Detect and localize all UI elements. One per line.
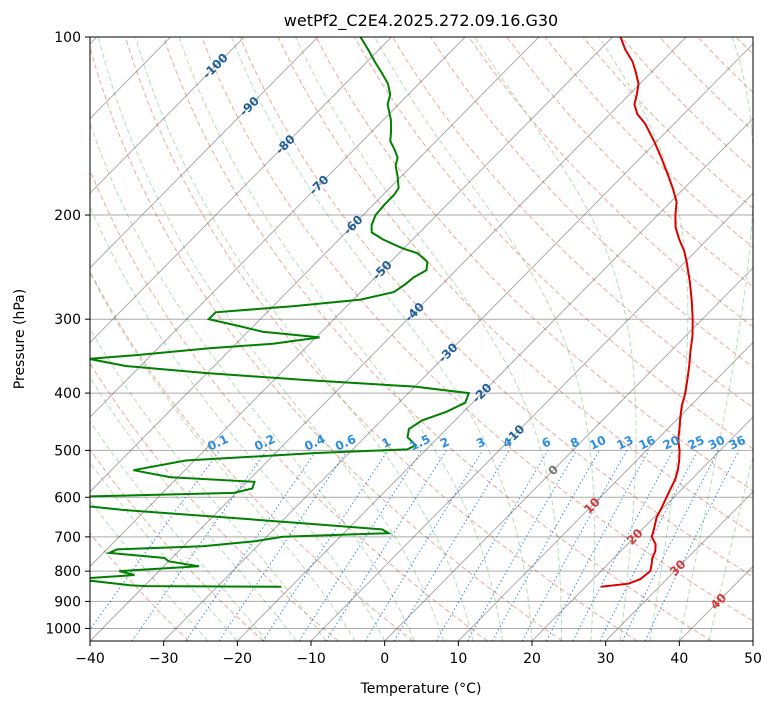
isotherm (90, 37, 245, 194)
moist-adiabat (90, 327, 327, 641)
isotherm (90, 37, 540, 493)
dry-adiabat (90, 168, 488, 641)
isotherm (310, 192, 753, 641)
dry-adiabat (163, 37, 712, 641)
dry-adiabat (468, 37, 753, 328)
moist-adiabat (294, 37, 562, 641)
mixing-ratio-line (131, 450, 267, 641)
moist-adiabat (598, 37, 689, 641)
isotherm (752, 640, 753, 641)
x-tick-label: 50 (744, 651, 762, 667)
x-tick-label: 10 (449, 651, 467, 667)
mixing-ratio-label: 20 (661, 433, 682, 453)
moist-adiabat (90, 271, 356, 641)
x-axis-label: Temperature (°C) (360, 681, 482, 697)
x-tick-label: 30 (597, 651, 615, 667)
isotherm (90, 37, 687, 641)
y-tick-label: 100 (54, 30, 81, 46)
moist-adiabat (134, 37, 474, 641)
x-tick-label: −40 (75, 651, 105, 667)
mixing-ratio-line (491, 450, 600, 641)
isotherm (90, 37, 392, 344)
y-axis-label: Pressure (hPa) (12, 289, 28, 389)
y-axis: 100 200 300 400 500 600 700 800 900 1000 (45, 30, 90, 637)
y-tick-label: 900 (54, 594, 81, 610)
isotherm (605, 491, 753, 641)
x-tick-label: −20 (223, 651, 253, 667)
profiles (90, 37, 694, 588)
y-tick-label: 400 (54, 386, 81, 402)
chart-title: wetPf2_C2E4.2025.272.09.16.G30 (284, 11, 558, 31)
dry-adiabat (124, 37, 638, 641)
dry-adiabat (90, 362, 339, 641)
dry-adiabat (90, 532, 190, 641)
mixing-ratio-line (90, 450, 221, 631)
moist-adiabat (90, 376, 297, 641)
isotherm (90, 37, 466, 418)
isotherm (236, 117, 753, 641)
isotherm (384, 267, 753, 641)
dry-adiabat (391, 37, 753, 409)
dry-adiabat (90, 45, 563, 641)
moist-adiabat (231, 37, 533, 641)
x-axis: −40 −30 −20 −10 0 10 20 30 40 50 (75, 641, 762, 667)
moist-adiabat (97, 37, 445, 641)
moist-adiabat (178, 37, 503, 641)
profile-line-1 (90, 37, 471, 588)
y-tick-label: 300 (54, 312, 81, 328)
y-tick-label: 700 (54, 530, 81, 546)
x-tick-label: −30 (149, 651, 179, 667)
moist-adiabat (708, 455, 753, 641)
x-tick-label: −10 (296, 651, 326, 667)
y-tick-label: 1000 (45, 621, 81, 637)
background-lines (90, 37, 753, 641)
moist-adiabat (90, 121, 415, 641)
mixing-ratio-line (185, 450, 317, 641)
plot-frame (89, 36, 754, 642)
x-tick-label: 0 (380, 651, 389, 667)
mixing-ratio-label: 36 (727, 433, 748, 453)
y-tick-label: 800 (54, 564, 81, 580)
moist-adiabat (90, 461, 238, 641)
mixing-ratio-line (364, 450, 484, 641)
x-tick-label: 20 (523, 651, 541, 667)
isotherm (531, 416, 753, 641)
y-tick-label: 200 (54, 208, 81, 224)
y-tick-label: 500 (54, 443, 81, 459)
mixing-ratio-label: 30 (706, 433, 727, 453)
dry-adiabat (353, 37, 753, 450)
isotherm (90, 37, 319, 269)
mixing-ratio-line (621, 450, 719, 641)
moist-adiabat (374, 37, 596, 641)
mixing-ratio-line (298, 450, 423, 641)
plot-background (90, 37, 753, 641)
mixing-ratio-line (521, 450, 628, 641)
mixing-ratio-label: 13 (614, 433, 635, 453)
profile-line-0 (600, 37, 694, 588)
mixing-ratio-line (262, 450, 389, 641)
mixing-ratio-label: 10 (587, 433, 608, 453)
moist-adiabat (474, 37, 637, 641)
moist-adiabat (678, 37, 753, 641)
isotherm (457, 341, 753, 641)
dry-adiabat (315, 37, 753, 492)
mixing-ratio-label: 25 (685, 433, 706, 453)
moist-adiabat (90, 420, 268, 641)
dry-adiabat (201, 37, 753, 622)
mixing-ratio-line (545, 450, 650, 641)
dry-adiabat (277, 37, 753, 535)
mixing-ratio-label: 16 (637, 433, 658, 453)
mixing-ratio-line (218, 450, 348, 641)
y-tick-label: 600 (54, 490, 81, 506)
mixing-ratio-line (599, 450, 699, 641)
dry-adiabat (90, 270, 414, 641)
mixing-ratio-labels: 0.1 0.2 0.4 0.6 1 1.5 2 3 4 6 8 10 13 16 20 25 30 36 (205, 432, 748, 454)
moist-adiabat (90, 205, 386, 641)
x-tick-label: 40 (670, 651, 688, 667)
